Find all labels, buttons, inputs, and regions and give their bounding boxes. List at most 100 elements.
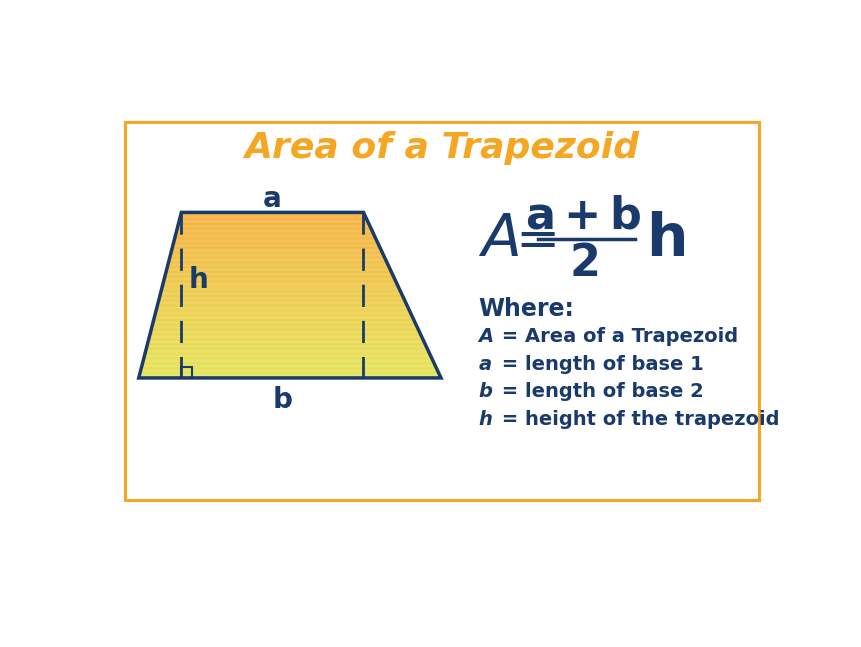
Polygon shape [167, 267, 389, 268]
Polygon shape [164, 279, 394, 280]
Polygon shape [169, 261, 387, 262]
Bar [125, 122, 758, 499]
Polygon shape [157, 305, 406, 306]
Polygon shape [142, 363, 434, 364]
Polygon shape [172, 248, 380, 249]
Polygon shape [149, 338, 422, 339]
Polygon shape [167, 268, 389, 269]
Text: a: a [478, 355, 491, 373]
Polygon shape [158, 300, 405, 301]
Polygon shape [177, 225, 369, 226]
Text: = length of base 2: = length of base 2 [495, 382, 703, 401]
Text: $\mathbf{2}$: $\mathbf{2}$ [568, 243, 598, 285]
Polygon shape [158, 304, 406, 305]
Polygon shape [148, 341, 424, 342]
Text: h: h [478, 410, 492, 429]
Polygon shape [176, 234, 374, 235]
Polygon shape [151, 331, 419, 333]
Polygon shape [158, 298, 404, 300]
Polygon shape [174, 241, 377, 242]
Polygon shape [151, 329, 418, 330]
Polygon shape [156, 311, 410, 312]
Polygon shape [158, 301, 405, 302]
Polygon shape [177, 230, 372, 232]
Polygon shape [177, 229, 371, 230]
Polygon shape [175, 236, 375, 237]
Text: $=$: $=$ [504, 214, 554, 265]
Polygon shape [144, 357, 431, 358]
Polygon shape [175, 235, 374, 236]
Polygon shape [144, 356, 430, 357]
Polygon shape [156, 310, 409, 311]
Polygon shape [170, 257, 384, 258]
Polygon shape [173, 244, 378, 245]
Polygon shape [139, 375, 440, 377]
Text: = Area of a Trapezoid: = Area of a Trapezoid [495, 327, 738, 346]
Polygon shape [154, 318, 413, 319]
Polygon shape [170, 256, 384, 257]
Polygon shape [173, 242, 377, 243]
Polygon shape [168, 264, 387, 265]
Polygon shape [164, 278, 394, 279]
Polygon shape [146, 347, 426, 348]
Polygon shape [180, 217, 366, 218]
Polygon shape [175, 237, 375, 238]
Polygon shape [155, 313, 411, 314]
Polygon shape [161, 289, 400, 291]
Polygon shape [141, 368, 437, 369]
Polygon shape [148, 340, 423, 341]
Polygon shape [153, 321, 414, 322]
Polygon shape [150, 333, 420, 334]
Polygon shape [152, 327, 418, 328]
Polygon shape [151, 330, 418, 331]
Polygon shape [152, 322, 415, 324]
Polygon shape [157, 306, 407, 307]
Polygon shape [142, 365, 435, 366]
Polygon shape [161, 291, 400, 292]
Polygon shape [166, 269, 390, 270]
Text: a: a [263, 184, 282, 212]
Polygon shape [166, 270, 391, 271]
Polygon shape [178, 224, 369, 225]
Polygon shape [164, 281, 395, 282]
Polygon shape [162, 288, 399, 289]
Polygon shape [165, 274, 393, 276]
Polygon shape [177, 226, 370, 227]
Bar [181, 367, 192, 378]
Polygon shape [169, 259, 386, 260]
Polygon shape [150, 334, 420, 335]
Polygon shape [152, 328, 418, 329]
Polygon shape [163, 282, 396, 283]
Text: A: A [478, 327, 492, 346]
Polygon shape [153, 320, 414, 321]
Polygon shape [140, 369, 437, 371]
Polygon shape [170, 252, 382, 253]
Polygon shape [145, 352, 429, 353]
Polygon shape [156, 309, 409, 310]
Polygon shape [139, 373, 438, 374]
Polygon shape [146, 350, 428, 351]
Polygon shape [172, 247, 380, 248]
Polygon shape [172, 245, 379, 247]
Polygon shape [149, 336, 422, 337]
Polygon shape [146, 348, 427, 349]
Polygon shape [147, 343, 424, 344]
Polygon shape [176, 232, 373, 233]
Polygon shape [154, 316, 412, 318]
Polygon shape [145, 355, 430, 356]
Polygon shape [146, 345, 426, 347]
Polygon shape [174, 239, 376, 241]
Polygon shape [145, 353, 430, 354]
Polygon shape [177, 227, 370, 228]
Polygon shape [170, 253, 382, 254]
Polygon shape [155, 315, 412, 316]
Polygon shape [147, 344, 425, 345]
Polygon shape [168, 262, 387, 263]
Polygon shape [139, 377, 441, 378]
Polygon shape [139, 372, 438, 373]
Polygon shape [181, 214, 364, 215]
Polygon shape [167, 266, 388, 267]
Polygon shape [178, 221, 368, 223]
Polygon shape [171, 250, 381, 251]
Polygon shape [177, 228, 371, 229]
